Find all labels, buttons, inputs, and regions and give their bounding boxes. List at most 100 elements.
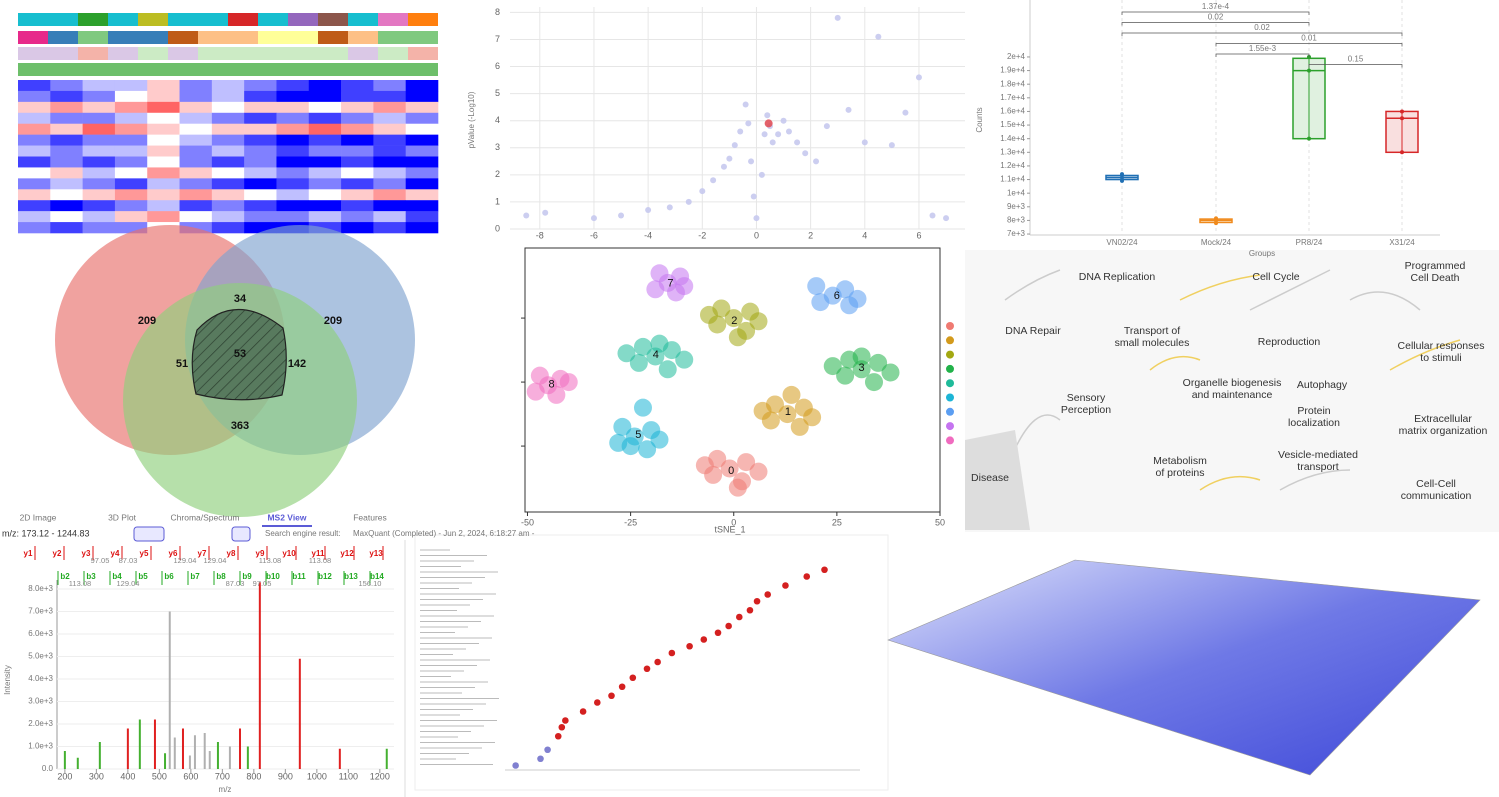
legend-key (946, 407, 954, 416)
tab[interactable]: MS2 View (267, 512, 306, 522)
tab[interactable]: 3D Plot (108, 512, 137, 522)
tab[interactable]: Features (353, 512, 387, 522)
annotation-cell (408, 63, 438, 76)
heatmap-cell (50, 145, 83, 157)
heatmap-cell (82, 80, 116, 92)
x-axis-label: tSNE_1 (714, 524, 745, 534)
heatmap-cell (114, 80, 148, 92)
cell-point (720, 459, 739, 478)
b-ion: b3 (86, 572, 96, 581)
point (780, 117, 787, 124)
heatmap-cell (244, 156, 277, 168)
cell-point (613, 417, 632, 436)
heatmap-cell (308, 200, 342, 212)
point (845, 106, 852, 113)
x-tick-label: 1000 (307, 771, 327, 781)
pathway-label: DNA Replication (1079, 271, 1156, 283)
x-tick-label: 800 (246, 771, 261, 781)
cell-point (629, 353, 648, 372)
heatmap-cell (341, 123, 374, 135)
heatmap-cell (373, 80, 406, 92)
y-axis-label: pValue (-Log10) (467, 91, 476, 148)
legend-key (946, 379, 954, 388)
point (761, 131, 768, 138)
annotation-cell (318, 63, 348, 76)
peak (153, 719, 156, 769)
cell-point (646, 280, 665, 299)
heatmap-cell (82, 101, 116, 114)
annotation-cell (48, 31, 78, 44)
y-tick-label: 2.0e+3 (28, 719, 53, 728)
x-tick-label: X31/24 (1389, 238, 1415, 247)
heatmap-cell (114, 101, 148, 114)
annotation-cell (408, 47, 438, 60)
heatmap-cell (341, 145, 374, 157)
tab[interactable]: Chroma/Spectrum (171, 512, 240, 522)
venn-count: 53 (234, 348, 246, 360)
heatmap-cell (211, 112, 245, 125)
heatmap-cell (179, 200, 213, 212)
sample-point (1400, 150, 1404, 155)
y-tick-label: 0.0 (42, 764, 54, 773)
heatmap-cell (18, 200, 51, 212)
p-value-label: 0.15 (1348, 55, 1364, 64)
heatmap-cell (179, 90, 213, 103)
toolbar-button[interactable] (231, 526, 251, 542)
heatmap-cell (18, 90, 51, 103)
heatmap-cell (276, 90, 310, 103)
cell-point (650, 430, 669, 449)
cell-point (547, 385, 566, 404)
y-tick-label: 7.0e+3 (28, 607, 53, 616)
y-axis-label: Intensity (3, 665, 12, 695)
legend-key (946, 336, 954, 345)
heatmap-cell (341, 200, 374, 212)
pathway-branch (1389, 339, 1461, 371)
heatmap-cell (211, 80, 245, 92)
y-tick-label: 0 (495, 223, 500, 233)
sample-point (1307, 136, 1311, 141)
pathway-branch (1199, 475, 1261, 491)
x-tick-label: 400 (120, 771, 135, 781)
toolbar-button[interactable] (133, 526, 165, 542)
venn-count: 209 (138, 315, 156, 327)
y-ion: y7 (198, 549, 207, 558)
pathway-label: Extracellular (1414, 413, 1472, 425)
point (542, 209, 549, 216)
annotation-cell (48, 63, 78, 76)
cell-point (728, 478, 747, 497)
venn-center (191, 308, 287, 401)
cell-point (638, 440, 657, 459)
heatmap-cell (373, 211, 406, 223)
point (813, 158, 820, 165)
pathway-label: and maintenance (1192, 389, 1273, 401)
annotation-cell (228, 31, 258, 44)
heatmap-cell (308, 178, 342, 190)
x-tick-label: VN02/24 (1106, 238, 1138, 247)
point (579, 708, 587, 715)
mass-label: 113.08 (309, 556, 331, 565)
venn-count: 34 (234, 293, 247, 305)
heatmap-cell (18, 211, 51, 223)
cell-point (790, 417, 809, 436)
venn-count: 51 (176, 358, 188, 370)
annotation-cell (138, 47, 168, 60)
heatmap-cell (147, 156, 180, 168)
cell-point (675, 277, 694, 296)
pathway-background (965, 250, 1499, 532)
b-ion: b7 (190, 572, 200, 581)
x-tick-label: 6 (916, 230, 921, 240)
point (794, 139, 801, 146)
b-ion: b12 (318, 572, 332, 581)
legend-key (946, 436, 954, 445)
x-tick-label: 900 (278, 771, 293, 781)
surface-3d (887, 559, 1481, 776)
pathway-label: Reproduction (1258, 336, 1321, 348)
point (685, 198, 692, 205)
peak (298, 658, 301, 769)
tab[interactable]: 2D Image (20, 512, 57, 522)
peak (246, 746, 249, 769)
y-ion: y9 (256, 549, 265, 558)
y-tick-label: 1.8e+4 (1000, 79, 1025, 88)
pathway-label: Cell Death (1410, 272, 1459, 284)
point (629, 674, 637, 682)
